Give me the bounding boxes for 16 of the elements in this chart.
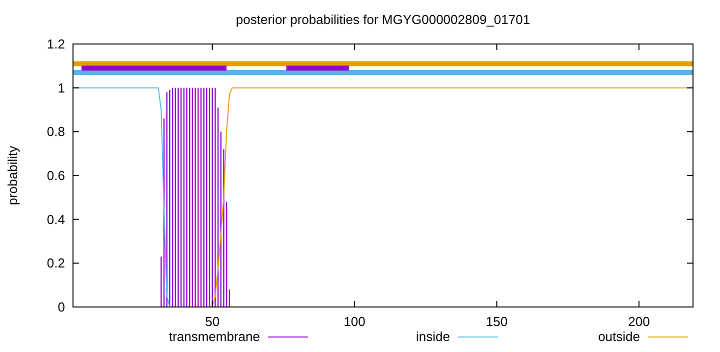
y-axis-title: probability bbox=[5, 145, 20, 206]
x-tick-label: 50 bbox=[205, 314, 220, 329]
legend-label: outside bbox=[598, 329, 640, 344]
y-tick-label: 1 bbox=[58, 80, 65, 96]
y-tick-label: 0.4 bbox=[46, 212, 65, 227]
y-tick-label: 0.8 bbox=[46, 124, 65, 140]
y-tick-label: 0.6 bbox=[46, 168, 65, 183]
x-tick-label: 150 bbox=[486, 314, 508, 329]
legend-label: inside bbox=[416, 329, 450, 344]
y-tick-label: 0 bbox=[58, 300, 65, 314]
legend-label: transmembrane bbox=[168, 329, 260, 344]
y-tick-label: 1.2 bbox=[46, 36, 65, 52]
x-tick-label: 200 bbox=[628, 314, 650, 329]
y-tick-label: 0.2 bbox=[46, 256, 65, 271]
chart-title: posterior probabilities for MGYG000002809_01701 bbox=[236, 12, 530, 27]
x-tick-label: 100 bbox=[344, 314, 366, 329]
